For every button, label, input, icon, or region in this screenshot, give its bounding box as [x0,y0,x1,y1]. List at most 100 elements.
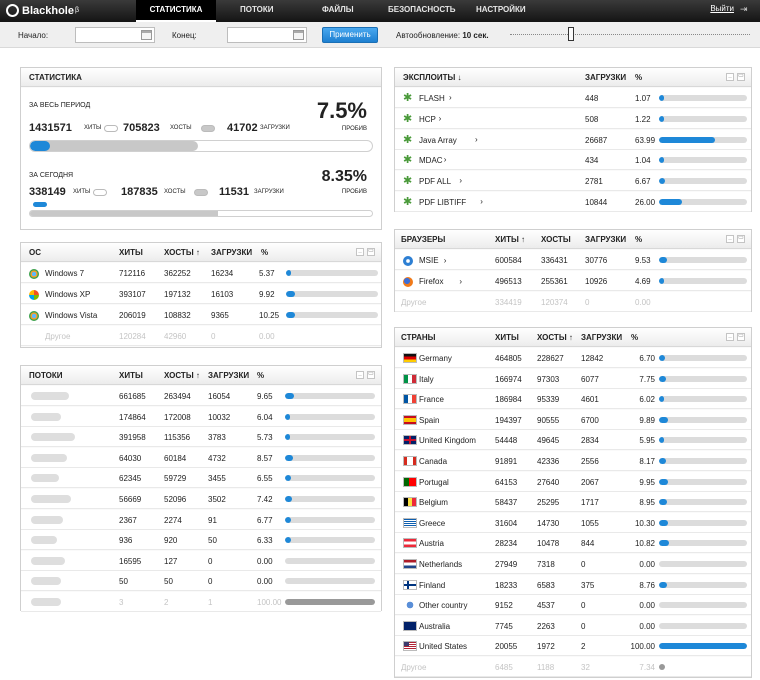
table-row[interactable]: France 186984 95339 4601 6.02 [395,389,751,410]
table-row[interactable]: ✱ HCP › 508 1.22 [395,108,751,129]
chevron-right-icon[interactable]: › [438,113,442,123]
table-row-other[interactable]: Другое 120284 42960 0 0.00 [21,326,381,346]
chevron-right-icon[interactable]: › [443,155,447,165]
minimize-icon[interactable]: _ [726,333,734,341]
table-row-other[interactable]: Другое 6485 1188 32 7.34 [395,657,751,677]
table-row[interactable]: 936 920 50 6.33 [21,530,381,551]
logout-icon[interactable]: ⇥ [740,4,748,14]
browsers-col-name[interactable]: БРАУЗЕРЫ [401,235,446,244]
os-col-name[interactable]: ОС [29,248,41,257]
table-row[interactable]: Windows 7 712116 362252 16234 5.37 [21,263,381,283]
browsers-col-percent[interactable]: % [635,235,643,244]
browsers-col-hits[interactable]: ХИТЫ ↑ [495,235,526,244]
chevron-right-icon[interactable]: › [475,134,478,144]
chevron-right-icon[interactable]: › [459,277,463,286]
chevron-right-icon[interactable]: › [480,197,483,206]
table-row[interactable]: ✱ PDF LIBTIFF › 10844 26.00 [395,192,751,212]
table-row[interactable]: Windows XP 393107 197132 16103 9.92 [21,284,381,304]
table-row[interactable]: Austria 28234 10478 844 10.82 [395,533,751,554]
end-date-input[interactable] [227,27,307,43]
exploits-col-name[interactable]: ЭКСПЛОИТЫ ↓ [403,73,462,82]
streams-col-hits[interactable]: ХИТЫ [119,371,143,380]
table-row[interactable]: Canada 91891 42336 2556 8.17 [395,451,751,471]
calendar-icon[interactable] [141,30,152,40]
table-row[interactable]: 56669 52096 3502 7.42 [21,489,381,509]
restore-icon[interactable]: ▭ [737,235,745,243]
hits-legend-icon [93,189,107,196]
nav-item-files[interactable]: ФАЙЛЫ [322,5,354,14]
streams-col-name[interactable]: ПОТОКИ [29,371,63,380]
apply-button[interactable]: Применить [322,27,378,43]
table-row[interactable]: United States 20055 1972 2 100.00 [395,636,751,657]
minimize-icon[interactable]: _ [356,248,364,256]
nav-item-settings[interactable]: НАСТРОЙКИ [476,5,526,14]
table-row-other[interactable]: 3 2 1 100.00 [21,592,381,612]
countries-col-hosts[interactable]: ХОСТЫ ↑ [537,333,573,342]
table-row[interactable]: 174864 172008 10032 6.04 [21,406,381,427]
streams-col-percent[interactable]: % [257,371,265,380]
calendar-icon[interactable] [293,30,304,40]
restore-icon[interactable]: ▭ [737,333,745,341]
table-row[interactable]: ✱ FLASH › 448 1.07 [395,88,751,108]
os-col-percent[interactable]: % [261,248,269,257]
countries-col-name[interactable]: СТРАНЫ [401,333,436,342]
table-row[interactable]: ✱ PDF ALL › 2781 6.67 [395,171,751,192]
table-row[interactable]: MSIE › 600584 336431 30776 9.53 [395,250,751,270]
table-row[interactable]: United Kingdom 54448 49645 2834 5.95 [395,430,751,451]
table-row[interactable]: Portugal 64153 27640 2067 9.95 [395,471,751,492]
os-col-hosts[interactable]: ХОСТЫ ↑ [164,248,200,257]
browsers-col-hosts[interactable]: ХОСТЫ [541,235,571,244]
logout-link[interactable]: Выйти [710,4,734,13]
autoupdate-slider-handle[interactable] [568,27,574,41]
nav-item-statistics[interactable]: СТАТИСТИКА [136,0,216,22]
table-row[interactable]: Windows Vista 206019 108832 9365 10.25 [21,305,381,325]
table-row[interactable]: Greece 31604 14730 1055 10.30 [395,512,751,533]
table-row[interactable]: ✱ MDAC › 434 1.04 [395,150,751,171]
table-row[interactable]: 64030 60184 4732 8.57 [21,447,381,468]
table-row[interactable]: Italy 166974 97303 6077 7.75 [395,368,751,389]
restore-icon[interactable]: ▭ [737,73,745,81]
countries-col-percent[interactable]: % [631,333,639,342]
table-row-other[interactable]: Другое 334419 120374 0 0.00 [395,292,751,312]
table-row[interactable]: 16595 127 0 0.00 [21,550,381,571]
table-row[interactable]: Spain 194397 90555 6700 9.89 [395,409,751,430]
table-row[interactable]: Finland 18233 6583 375 8.76 [395,574,751,595]
percent-bar-fill [285,434,291,441]
table-row[interactable]: Belgium 58437 25295 1717 8.95 [395,492,751,513]
table-row[interactable]: 391958 115356 3783 5.73 [21,427,381,448]
os-col-loads[interactable]: ЗАГРУЗКИ [211,248,253,257]
os-col-hits[interactable]: ХИТЫ [119,248,143,257]
minimize-icon[interactable]: _ [726,235,734,243]
table-row[interactable]: Australia 7745 2263 0 0.00 [395,615,751,636]
start-date-input[interactable] [75,27,155,43]
table-row[interactable]: 50 50 0 0.00 [21,571,381,592]
minimize-icon[interactable]: _ [356,371,364,379]
countries-col-hits[interactable]: ХИТЫ [495,333,519,342]
nav-item-security[interactable]: БЕЗОПАСНОСТЬ [388,5,456,14]
restore-icon[interactable]: ▭ [367,371,375,379]
table-row[interactable]: 2367 2274 91 6.77 [21,509,381,530]
streams-col-hosts[interactable]: ХОСТЫ ↑ [164,371,200,380]
table-row[interactable]: Firefox › 496513 255361 10926 4.69 [395,271,751,291]
finland-flag [404,580,416,589]
app-logo[interactable]: Blackhole β [6,4,79,17]
stream-loads: 3502 [208,495,226,504]
streams-col-loads[interactable]: ЗАГРУЗКИ [208,371,250,380]
table-row[interactable]: Other country 9152 4537 0 0.00 [395,595,751,616]
table-row[interactable]: 62345 59729 3455 6.55 [21,468,381,489]
countries-col-loads[interactable]: ЗАГРУЗКИ [581,333,623,342]
chevron-right-icon[interactable]: › [443,256,447,265]
exploits-col-loads[interactable]: ЗАГРУЗКИ [585,73,627,82]
exploits-col-percent[interactable]: % [635,73,643,82]
chevron-right-icon[interactable]: › [459,176,463,186]
table-row[interactable]: Germany 464805 228627 12842 6.70 [395,348,751,368]
autoupdate-slider-track[interactable] [510,34,750,36]
nav-item-streams[interactable]: ПОТОКИ [240,5,274,14]
table-row[interactable]: 661685 263494 16054 9.65 [21,386,381,406]
minimize-icon[interactable]: _ [726,73,734,81]
chevron-right-icon[interactable]: › [449,93,452,102]
table-row[interactable]: Netherlands 27949 7318 0 0.00 [395,554,751,574]
browsers-col-loads[interactable]: ЗАГРУЗКИ [585,235,627,244]
restore-icon[interactable]: ▭ [367,248,375,256]
table-row[interactable]: ✱ Java Array › 26687 63.99 [395,129,751,150]
